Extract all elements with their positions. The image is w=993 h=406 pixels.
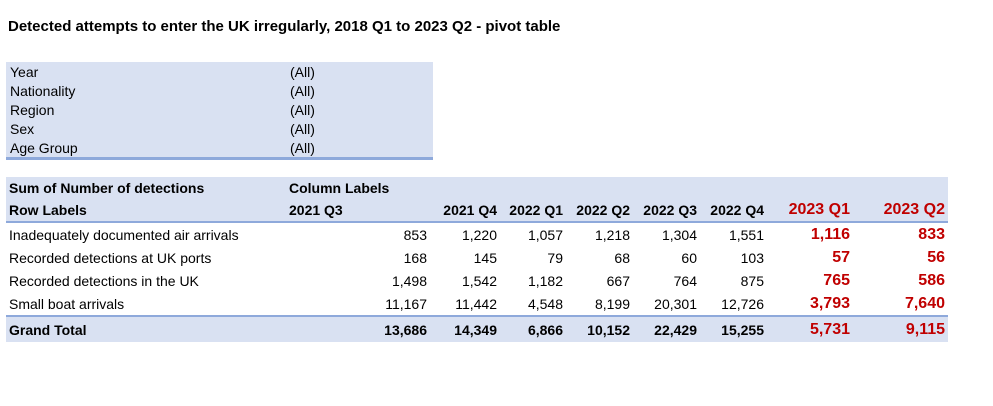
- table-row-uk-ports: Recorded detections at UK ports 168 145 …: [6, 246, 948, 269]
- header-spacer-cell: [700, 177, 767, 199]
- pivot-header-row-2: Row Labels 2021 Q3 2021 Q4 2022 Q1 2022 …: [6, 199, 948, 223]
- filter-row-sex: Sex (All): [6, 119, 433, 138]
- row-label-cell: Recorded detections at UK ports: [9, 249, 212, 266]
- col-header-2022-q4: 2022 Q4: [700, 199, 767, 223]
- table-row-small-boats: Small boat arrivals 11,167 11,442 4,548 …: [6, 292, 948, 316]
- column-labels-cell: Column Labels: [286, 177, 430, 199]
- grand-total-cell: 9,115: [853, 315, 948, 342]
- value-cell: 12,726: [721, 295, 764, 312]
- value-cell: 168: [403, 249, 427, 266]
- filter-value-dropdown[interactable]: (All): [290, 82, 315, 99]
- col-header-2021-q4: 2021 Q4: [430, 199, 500, 223]
- pivot-filter-area: Year (All) Nationality (All) Region (All…: [6, 62, 433, 160]
- filter-row-nationality: Nationality (All): [6, 81, 433, 100]
- value-cell: 68: [614, 249, 630, 266]
- table-row-air-arrivals: Inadequately documented air arrivals 853…: [6, 222, 948, 246]
- grand-total-cell: 13,686: [286, 315, 430, 342]
- col-header-2022-q2: 2022 Q2: [566, 199, 633, 223]
- value-cell: 11,167: [385, 295, 427, 312]
- grand-total-cell: 15,255: [700, 315, 767, 342]
- value-cell: 1,551: [728, 226, 764, 243]
- filter-label: Nationality: [10, 82, 76, 99]
- value-cell: 875: [740, 272, 764, 289]
- grand-total-label: Grand Total: [6, 315, 286, 342]
- value-cell: 8,199: [594, 295, 630, 312]
- col-header-2023-q2: 2023 Q2: [853, 199, 948, 223]
- value-cell: 79: [547, 249, 563, 266]
- col-header-2022-q1: 2022 Q1: [500, 199, 566, 223]
- value-cell: 833: [918, 225, 945, 243]
- filter-value-dropdown[interactable]: (All): [290, 139, 315, 156]
- value-cell: 667: [606, 272, 630, 289]
- value-cell: 765: [823, 271, 850, 289]
- filter-value-dropdown[interactable]: (All): [290, 63, 315, 80]
- row-label-cell: Small boat arrivals: [9, 295, 125, 312]
- grand-total-cell: 6,866: [500, 315, 566, 342]
- value-cell: 20,301: [654, 295, 697, 312]
- filter-value-dropdown[interactable]: (All): [290, 120, 315, 137]
- header-spacer-cell: [853, 177, 948, 199]
- header-spacer-cell: [767, 177, 853, 199]
- row-label-cell: Recorded detections in the UK: [9, 272, 199, 289]
- value-cell: 11,442: [455, 295, 497, 312]
- header-spacer-cell: [500, 177, 566, 199]
- page-title: Detected attempts to enter the UK irregu…: [8, 18, 561, 35]
- value-cell: 145: [473, 249, 497, 266]
- value-cell: 1,220: [461, 226, 497, 243]
- row-labels-cell: Row Labels: [6, 199, 286, 223]
- value-cell: 1,542: [461, 272, 497, 289]
- col-header-2022-q3: 2022 Q3: [633, 199, 700, 223]
- value-cell: 3,793: [809, 294, 850, 312]
- value-cell: 60: [681, 249, 697, 266]
- filter-row-age-group: Age Group (All): [6, 138, 433, 159]
- value-cell: 853: [403, 226, 427, 243]
- filter-label: Age Group: [10, 139, 78, 156]
- value-cell: 1,116: [810, 225, 850, 243]
- value-cell: 764: [673, 272, 697, 289]
- row-label-cell: Inadequately documented air arrivals: [9, 226, 239, 243]
- filter-row-year: Year (All): [6, 62, 433, 81]
- table-row-in-the-uk: Recorded detections in the UK 1,498 1,54…: [6, 269, 948, 292]
- value-cell: 56: [927, 248, 945, 266]
- value-cell: 1,182: [527, 272, 563, 289]
- col-header-2023-q1: 2023 Q1: [767, 199, 853, 223]
- filter-row-region: Region (All): [6, 100, 433, 119]
- spreadsheet-view: Detected attempts to enter the UK irregu…: [6, 18, 948, 342]
- header-spacer-cell: [430, 177, 500, 199]
- grand-total-row: Grand Total 13,686 14,349 6,866 10,152 2…: [6, 315, 948, 342]
- col-header-2021-q3: 2021 Q3: [286, 199, 430, 223]
- filter-value-dropdown[interactable]: (All): [290, 101, 315, 118]
- grand-total-cell: 22,429: [633, 315, 700, 342]
- pivot-header-row-1: Sum of Number of detections Column Label…: [6, 177, 948, 199]
- measure-label-cell: Sum of Number of detections: [6, 177, 286, 199]
- filter-label: Year: [10, 63, 39, 80]
- filter-label: Region: [10, 101, 55, 118]
- value-cell: 7,640: [904, 294, 945, 312]
- value-cell: 4,548: [527, 295, 563, 312]
- value-cell: 57: [832, 248, 850, 266]
- header-spacer-cell: [633, 177, 700, 199]
- value-cell: 1,304: [661, 226, 697, 243]
- value-cell: 103: [740, 249, 764, 266]
- value-cell: 1,218: [594, 226, 630, 243]
- value-cell: 1,057: [527, 226, 563, 243]
- grand-total-cell: 10,152: [566, 315, 633, 342]
- value-cell: 1,498: [391, 272, 427, 289]
- filter-label: Sex: [10, 120, 35, 137]
- grand-total-cell: 5,731: [767, 315, 853, 342]
- header-spacer-cell: [566, 177, 633, 199]
- grand-total-cell: 14,349: [430, 315, 500, 342]
- value-cell: 586: [918, 271, 945, 289]
- pivot-table: Sum of Number of detections Column Label…: [6, 177, 948, 342]
